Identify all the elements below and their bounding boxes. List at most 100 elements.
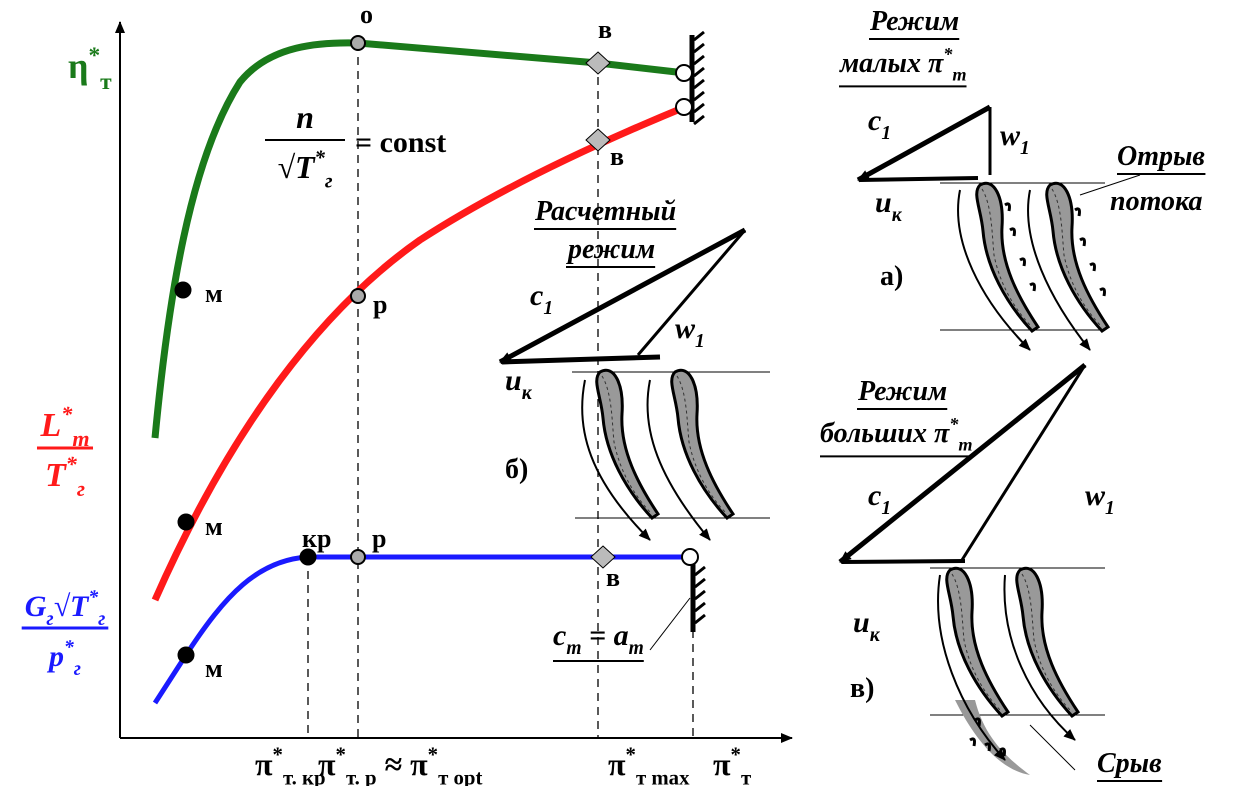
- label-part: T: [45, 457, 67, 494]
- label-part: Режим: [857, 376, 947, 407]
- label-part: *: [731, 744, 741, 767]
- label-part: 1: [695, 331, 705, 352]
- label-part: *: [273, 744, 283, 767]
- denominator: p*г: [46, 637, 81, 680]
- math-label: w1: [1085, 479, 1115, 519]
- point-label: м: [205, 512, 223, 541]
- label-part: n: [296, 99, 314, 135]
- label-part: к: [522, 383, 533, 404]
- label-part: p: [46, 640, 64, 673]
- note: Отрыв: [1117, 141, 1205, 172]
- label-part: малых π: [839, 48, 944, 79]
- label-part: u: [505, 364, 522, 397]
- label-part: г: [74, 659, 81, 680]
- math-label: w1: [675, 312, 705, 352]
- label-part: Расчетный: [534, 196, 676, 227]
- math-label: c1: [530, 279, 553, 319]
- label-part: w: [675, 312, 696, 345]
- label-part: 1: [1105, 498, 1115, 519]
- label-part: w: [1085, 479, 1106, 512]
- label-part: G: [25, 590, 47, 623]
- label-part: c: [868, 104, 881, 137]
- point-label: м: [205, 654, 223, 683]
- point-label: о: [360, 0, 373, 29]
- note: потока: [1110, 186, 1202, 217]
- diagram-tag: б): [505, 454, 528, 485]
- label-part: c: [553, 619, 566, 652]
- diagram-tag: в): [850, 673, 874, 704]
- low-mode-diagram: [858, 107, 1140, 350]
- mode-title: режим: [566, 234, 655, 265]
- label-part: *: [943, 44, 953, 64]
- const-label: = const: [355, 126, 446, 159]
- label-part: *: [315, 147, 326, 170]
- label-part: L: [39, 407, 61, 444]
- label-part: w: [1000, 119, 1021, 152]
- label-part: *: [88, 43, 100, 69]
- label-part: 1: [543, 298, 553, 319]
- label-part: к: [892, 205, 903, 226]
- label-part: больших π: [820, 418, 950, 449]
- x-label: π*т. кр: [255, 744, 326, 786]
- label-part: г: [77, 476, 85, 501]
- label-part: 1: [1020, 138, 1030, 159]
- x-label: π*т. р ≈ π*т opt: [318, 744, 482, 786]
- label-part: 1: [881, 498, 891, 519]
- label-part: a: [614, 619, 629, 652]
- numerator: Gг√T*г: [25, 587, 106, 630]
- label-part: т: [100, 69, 112, 95]
- math-label: uк: [505, 364, 533, 404]
- label-part: T: [70, 590, 90, 623]
- numerator: L*т: [39, 402, 89, 451]
- label-part: c: [530, 279, 543, 312]
- point-label: в: [606, 563, 620, 592]
- label-part: *: [88, 587, 98, 608]
- denominator: √T*г: [277, 147, 333, 193]
- math-label: c1: [868, 479, 891, 519]
- diagram: η*тL*тT*гGг√T*гp*говвмрмкррвмn√T*г= cons…: [0, 0, 1235, 786]
- label-part: т. р: [346, 767, 377, 786]
- label-part: u: [853, 606, 870, 639]
- label-part: г: [325, 170, 333, 193]
- label-part: √: [277, 149, 295, 185]
- label-part: *: [64, 637, 74, 658]
- label-part: T: [295, 149, 316, 185]
- label-part: π: [318, 746, 336, 782]
- label-part: u: [875, 186, 892, 219]
- choke-leader: [650, 598, 690, 650]
- work-curve: [155, 107, 685, 600]
- mode-title: Расчетный: [534, 196, 676, 227]
- label-part: 1: [881, 123, 891, 144]
- label-part: √: [54, 590, 71, 623]
- label-part: *: [66, 452, 78, 477]
- mode-title: больших π*т: [820, 414, 973, 454]
- mode-title: Режим: [869, 6, 959, 37]
- label-part: Режим: [869, 6, 959, 37]
- label-part: *: [336, 744, 346, 767]
- label-part: т: [741, 767, 751, 786]
- label-part: *: [626, 744, 636, 767]
- diagram-tag: а): [880, 261, 903, 292]
- label-part: т max: [636, 767, 690, 786]
- mode-title: Режим: [857, 376, 947, 407]
- label-part: т opt: [438, 767, 482, 786]
- mode-title: малых π*т: [839, 44, 967, 84]
- label-part: ≈ π: [377, 746, 429, 782]
- label-part: т: [566, 638, 581, 659]
- label-part: *: [428, 744, 438, 767]
- numerator: n: [296, 99, 314, 135]
- design-diagram: [500, 230, 770, 540]
- label-part: =: [582, 619, 614, 652]
- point-label: в: [610, 142, 624, 171]
- label-part: π: [713, 746, 731, 782]
- label-part: η: [68, 46, 88, 86]
- label-part: π: [608, 746, 626, 782]
- label-part: *: [949, 414, 959, 434]
- math-label: c1: [868, 104, 891, 144]
- note: Срыв: [1097, 748, 1162, 779]
- math-label: uк: [853, 606, 881, 646]
- point-label: р: [373, 290, 387, 319]
- point-label: м: [205, 279, 223, 308]
- math-label: uк: [875, 186, 903, 226]
- label-part: π: [255, 746, 273, 782]
